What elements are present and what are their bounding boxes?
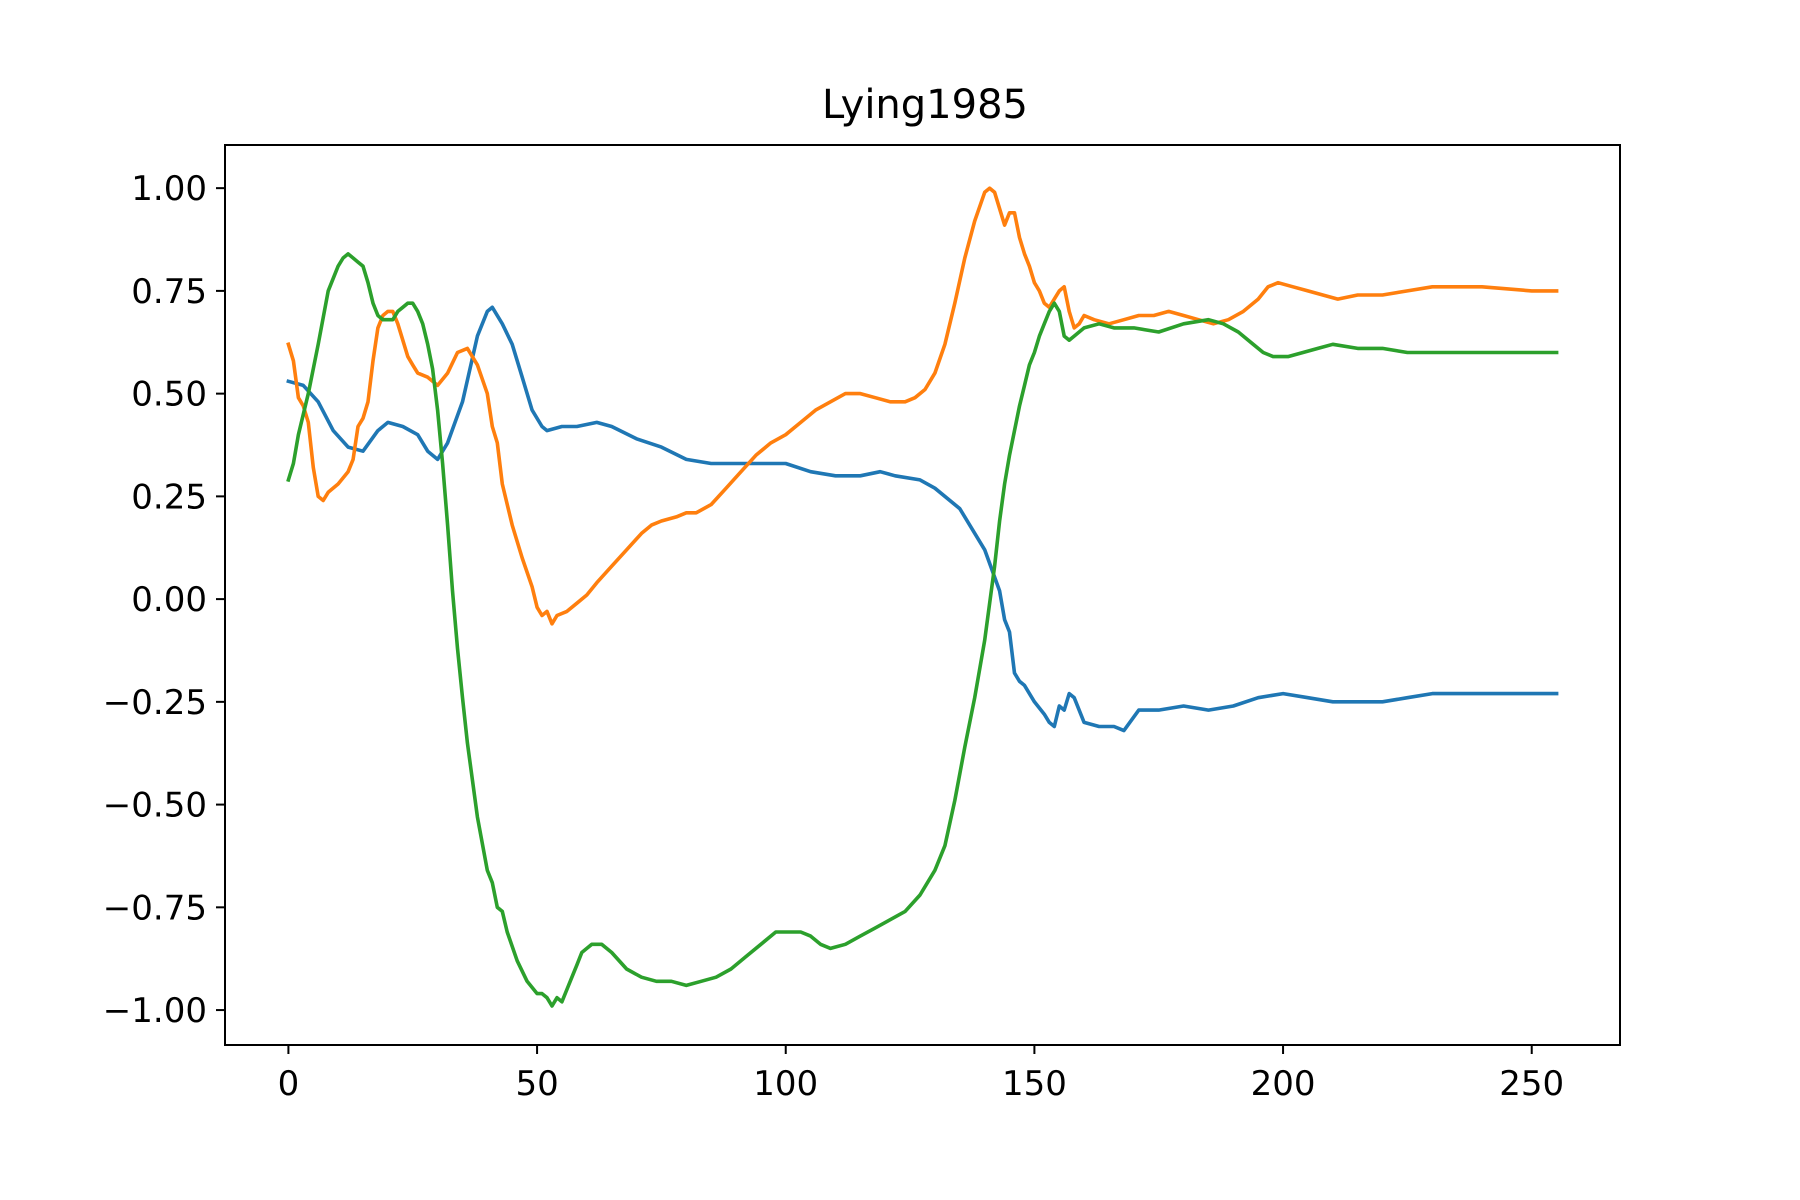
series-line-3 <box>286 252 1559 1008</box>
y-tick-label: −0.50 <box>103 786 207 826</box>
y-tick-label: 0.00 <box>131 580 207 620</box>
y-tick-label: −0.25 <box>103 683 207 723</box>
x-tick-label: 150 <box>1002 1064 1067 1104</box>
y-tick-label: −0.75 <box>103 888 207 928</box>
y-tick-label: 0.75 <box>131 272 207 312</box>
x-tick-label: 50 <box>515 1064 558 1104</box>
series-line-1 <box>286 305 1559 733</box>
x-tick-label: 250 <box>1499 1064 1564 1104</box>
series-layer <box>286 186 1559 1008</box>
y-axis: 1.00 0.75 0.50 0.25 0.00 −0.25 −0.50 −0.75 −1.00 <box>103 169 225 1031</box>
chart-title: Lying1985 <box>822 82 1028 128</box>
y-tick-label: 1.00 <box>131 169 207 209</box>
y-tick-label: 0.50 <box>131 375 207 415</box>
y-tick-label: −1.00 <box>103 991 207 1031</box>
x-tick-label: 100 <box>753 1064 818 1104</box>
x-tick-label: 200 <box>1251 1064 1316 1104</box>
x-tick-label: 0 <box>278 1064 300 1104</box>
series-line-2 <box>286 186 1559 626</box>
x-axis: 0 50 100 150 200 250 <box>278 1045 1564 1104</box>
plot-area-frame <box>224 144 1621 1046</box>
y-tick-label: 0.25 <box>131 477 207 517</box>
